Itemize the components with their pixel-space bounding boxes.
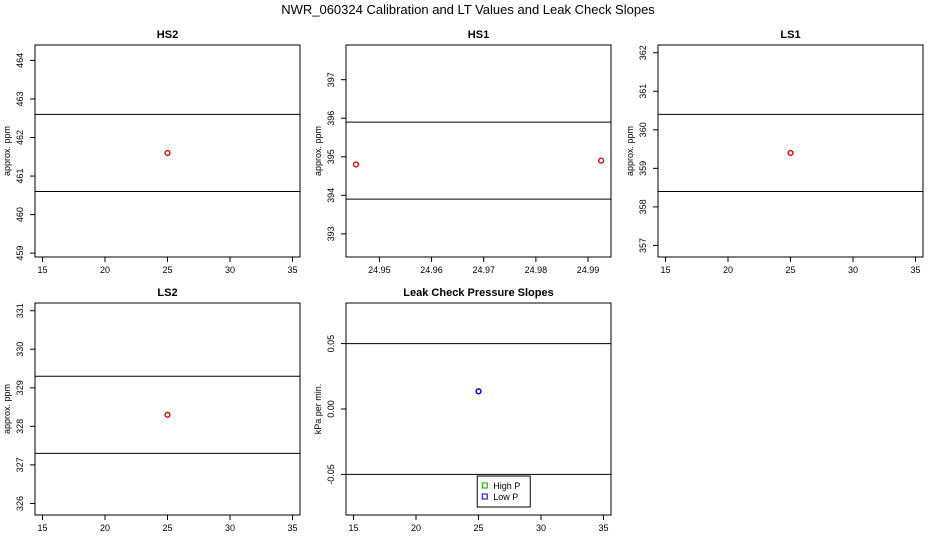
y-tick-label: 462	[15, 130, 25, 145]
x-tick-label: 15	[348, 523, 358, 533]
x-tick-label: 30	[225, 523, 235, 533]
x-tick-label: 24.98	[525, 265, 548, 275]
legend-box	[476, 475, 531, 508]
data-point	[475, 388, 482, 395]
y-tick-label: 362	[638, 45, 648, 60]
y-tick-label: 360	[638, 122, 648, 137]
y-tick-label: 464	[15, 53, 25, 68]
legend-label: High P	[493, 481, 520, 491]
x-tick-label: 24.95	[368, 265, 391, 275]
x-tick-label: 25	[785, 265, 795, 275]
chart-panel: HS2 15 20 25 30 35 459 460 461 462 463 464 approx. p…	[2, 29, 301, 275]
legend-swatch	[481, 493, 488, 500]
figure-title: NWR_060324 Calibration and LT Values and…	[281, 2, 655, 17]
y-tick-label: 393	[326, 226, 336, 241]
y-tick-label: 459	[15, 246, 25, 261]
y-tick-label: 357	[638, 238, 648, 253]
legend-label: Low P	[493, 492, 518, 502]
y-tick-label: 330	[15, 342, 25, 357]
y-tick-label: 0.05	[326, 335, 336, 353]
data-point	[164, 149, 171, 157]
chart-panel: HS1 24.95 24.96 24.97 24.98 24.99 393 394 395 396…	[313, 29, 612, 275]
y-axis-label: approx. ppm	[313, 126, 323, 176]
y-tick-label: 358	[638, 199, 648, 214]
x-tick-label: 20	[723, 265, 733, 275]
y-tick-label: 331	[15, 303, 25, 318]
y-tick-label: 396	[326, 111, 336, 126]
x-tick-label: 15	[37, 265, 47, 275]
y-axis-label: kPa per min.	[313, 384, 323, 435]
data-point	[787, 149, 794, 157]
data-point	[164, 411, 171, 418]
x-tick-label: 20	[100, 265, 110, 275]
x-tick-label: 20	[411, 523, 421, 533]
chart-panel: LS1 15 20 25 30 35 357 358 359 360 361 362 approx. p…	[625, 29, 924, 275]
x-tick-label: 25	[473, 523, 483, 533]
y-tick-label: -0.05	[326, 464, 336, 485]
y-tick-label: 361	[638, 84, 648, 99]
x-tick-label: 35	[910, 265, 920, 275]
y-tick-label: 395	[326, 149, 336, 164]
y-axis-label: approx. ppm	[625, 126, 635, 176]
panel-title: HS1	[468, 29, 489, 41]
data-point	[597, 157, 605, 164]
panel-title: LS1	[780, 29, 800, 41]
data-point	[352, 161, 360, 168]
y-tick-label: 329	[15, 380, 25, 395]
panel-title: LS2	[157, 287, 177, 299]
x-tick-label: 30	[225, 265, 235, 275]
y-tick-label: 0.00	[326, 400, 336, 418]
plot-frame	[34, 302, 301, 516]
x-tick-label: 35	[287, 523, 297, 533]
chart-panel: LS2 15 20 25 30 35 326 327 328 329 330 331 approx. p…	[2, 287, 301, 533]
x-tick-label: 30	[536, 523, 546, 533]
x-tick-label: 30	[848, 265, 858, 275]
y-tick-label: 328	[15, 419, 25, 434]
y-tick-label: 359	[638, 161, 648, 176]
y-tick-label: 326	[15, 496, 25, 511]
y-tick-label: 394	[326, 188, 336, 203]
y-axis-label: approx. ppm	[2, 126, 12, 176]
x-tick-label: 25	[162, 265, 172, 275]
x-tick-label: 15	[660, 265, 670, 275]
plot-frame	[345, 44, 612, 258]
x-tick-label: 24.99	[577, 265, 600, 275]
y-tick-label: 461	[15, 169, 25, 184]
legend-swatch	[481, 482, 488, 489]
x-tick-label: 20	[100, 523, 110, 533]
x-tick-label: 35	[598, 523, 608, 533]
chart-panel: Leak Check Pressure Slopes 15 20 25 30 35 -0.0…	[313, 287, 612, 533]
y-tick-label: 327	[15, 457, 25, 472]
x-tick-label: 35	[287, 265, 297, 275]
y-tick-label: 397	[326, 72, 336, 87]
x-tick-label: 25	[162, 523, 172, 533]
x-tick-label: 15	[37, 523, 47, 533]
panel-title: HS2	[157, 29, 178, 41]
x-tick-label: 24.96	[420, 265, 443, 275]
y-axis-label: approx. ppm	[2, 384, 12, 434]
panel-title: Leak Check Pressure Slopes	[403, 287, 553, 299]
x-tick-label: 24.97	[472, 265, 495, 275]
y-tick-label: 460	[15, 207, 25, 222]
y-tick-label: 463	[15, 91, 25, 106]
